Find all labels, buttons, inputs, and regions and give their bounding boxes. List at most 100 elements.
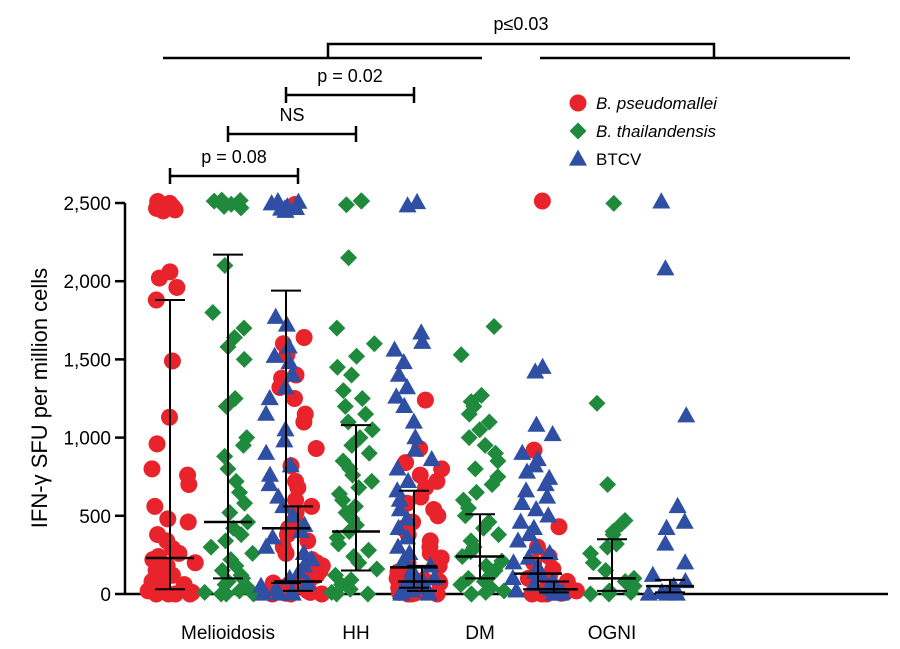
significance-label: NS <box>279 105 304 125</box>
data-point <box>526 537 546 554</box>
data-point <box>202 538 220 556</box>
data-point <box>244 544 262 562</box>
y-tick-label: 1,000 <box>63 429 111 450</box>
data-point <box>287 491 305 509</box>
data-point <box>146 497 164 515</box>
data-point <box>340 249 358 267</box>
legend-marker <box>569 122 587 140</box>
data-point <box>471 421 489 439</box>
data-point <box>147 585 165 603</box>
data-point <box>350 479 368 497</box>
data-point <box>507 581 526 598</box>
data-point <box>412 488 430 506</box>
overall-bracket <box>326 42 716 58</box>
data-point <box>150 269 168 287</box>
data-point <box>395 396 414 413</box>
data-point <box>357 405 375 423</box>
data-point <box>412 323 431 340</box>
data-point <box>274 496 293 514</box>
data-point <box>677 406 696 423</box>
data-point <box>385 340 404 357</box>
data-point <box>215 197 233 215</box>
data-point <box>334 491 352 509</box>
data-point <box>513 443 532 460</box>
data-point <box>388 481 407 498</box>
data-point <box>540 543 559 560</box>
data-point <box>406 440 425 457</box>
data-point <box>217 397 235 415</box>
data-point <box>166 201 184 219</box>
data-point <box>513 493 532 510</box>
legend-label: B. pseudomallei <box>596 94 718 113</box>
data-point <box>403 581 422 598</box>
data-point <box>597 562 615 580</box>
data-point <box>511 512 530 529</box>
data-point <box>467 483 485 501</box>
data-point <box>265 346 284 363</box>
data-point <box>266 307 285 324</box>
data-point <box>143 460 161 478</box>
data-point <box>520 525 539 542</box>
y-tick-label: 0 <box>100 585 111 606</box>
data-point <box>413 332 432 349</box>
y-tick-label: 2,500 <box>63 194 111 215</box>
data-point <box>526 362 545 379</box>
data-point <box>581 585 599 603</box>
data-point <box>328 319 346 337</box>
data-point <box>527 415 546 432</box>
data-point <box>519 548 538 565</box>
data-point <box>181 585 199 603</box>
data-point <box>163 352 181 370</box>
data-point <box>217 585 235 603</box>
data-point <box>605 194 623 212</box>
data-point <box>348 347 366 365</box>
data-point <box>388 459 407 476</box>
data-point <box>341 580 359 598</box>
data-point <box>260 389 279 406</box>
data-point <box>186 554 204 572</box>
data-point <box>508 531 528 548</box>
data-point <box>387 387 406 404</box>
data-point <box>462 585 480 603</box>
data-point <box>656 259 675 276</box>
data-point <box>254 584 273 601</box>
data-point <box>398 378 417 395</box>
data-point <box>392 584 411 601</box>
data-point <box>460 429 478 447</box>
data-point <box>657 518 676 535</box>
data-point <box>536 475 555 492</box>
data-point <box>504 553 523 570</box>
data-point <box>406 428 425 445</box>
y-tick-label: 500 <box>79 507 111 528</box>
data-point <box>337 196 355 214</box>
data-point <box>350 554 368 572</box>
data-point <box>485 318 503 336</box>
data-point <box>398 528 417 545</box>
data-point <box>204 303 222 321</box>
data-point <box>270 584 289 601</box>
data-point <box>168 278 186 296</box>
data-point <box>394 353 413 370</box>
data-point <box>517 462 537 479</box>
legend: B. pseudomallei B. thailandensis BTCV <box>568 94 718 169</box>
data-point <box>295 413 313 431</box>
data-point <box>328 585 346 603</box>
data-point <box>389 537 408 554</box>
data-point <box>263 528 282 545</box>
significance-label: p = 0.08 <box>201 147 267 167</box>
data-point <box>257 443 276 460</box>
data-point <box>543 424 562 442</box>
y-axis-label: IFN-γ SFU per million cells <box>27 268 52 528</box>
data-point <box>328 358 346 376</box>
data-point <box>490 526 508 544</box>
significance-label: p = 0.02 <box>317 66 383 86</box>
data-point <box>390 490 409 507</box>
data-point <box>652 192 671 209</box>
data-point <box>257 537 276 554</box>
data-point <box>276 201 295 218</box>
data-point <box>408 192 427 210</box>
data-point <box>452 576 470 594</box>
median-iqr-bars <box>146 253 694 594</box>
data-point <box>148 435 166 453</box>
axes: 0 500 1,000 1,500 2,000 2,500 Melioidosis HH DM O… <box>63 194 888 644</box>
